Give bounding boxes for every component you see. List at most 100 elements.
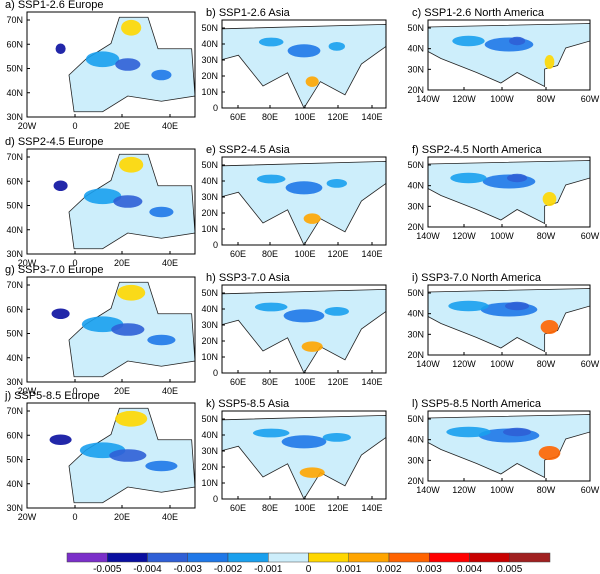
y-tick-label: 20N [201, 71, 218, 81]
panel-title: g) SSP3-7.0 Europe [5, 264, 103, 276]
colorbar-label: 0 [306, 564, 312, 574]
map-panel-asia: k) SSP5-8.5 Asia 50N 40N 30N 20N 10N 0 60E 80E 10… [201, 398, 387, 513]
map-frame [26, 11, 196, 118]
anomaly-region [145, 460, 178, 472]
anomaly-region [538, 446, 561, 460]
panel-title: b) SSP1-2.6 Asia [206, 7, 291, 19]
y-tick-label: 60N [6, 39, 23, 49]
map-panel-na: i) SSP3-7.0 North America 50N 40N 30N 20N140… [407, 272, 599, 369]
colorbar-label: 0.003 [417, 564, 442, 574]
x-tick-label: 140E [361, 112, 382, 122]
panel-title: h) SSP3-7.0 Asia [206, 272, 291, 284]
anomaly-region [121, 19, 142, 36]
x-tick-label: 120W [452, 94, 476, 104]
colorbar-swatch [107, 552, 148, 563]
colorbar-swatch [227, 552, 269, 563]
x-tick-label: 140W [416, 485, 440, 495]
x-tick-label: 100E [294, 503, 315, 513]
y-tick-label: 20N [407, 222, 424, 232]
anomaly-region [111, 323, 145, 336]
y-tick-label: 30N [6, 112, 23, 122]
anomaly-region [508, 36, 526, 46]
anomaly-region [287, 44, 321, 58]
anomaly-region [283, 309, 325, 323]
panel-title: l) SSP5-8.5 North America [412, 398, 542, 410]
colorbar-swatch [348, 552, 390, 563]
y-tick-label: 50N [407, 288, 424, 298]
x-tick-label: 140W [416, 231, 440, 241]
x-tick-label: 20W [18, 121, 37, 131]
x-tick-label: 20E [114, 386, 130, 396]
x-tick-label: 80E [262, 249, 278, 259]
x-tick-label: 60W [581, 485, 600, 495]
y-tick-label: 40N [6, 225, 23, 235]
anomaly-region [53, 180, 68, 191]
colorbar-label: -0.002 [214, 564, 243, 574]
y-tick-label: 40N [407, 44, 424, 54]
anomaly-region [254, 302, 288, 312]
y-tick-label: 20N [407, 85, 424, 95]
y-tick-label: 50N [407, 160, 424, 170]
x-tick-label: 140E [361, 377, 382, 387]
y-tick-label: 20N [201, 462, 218, 472]
panel-title: k) SSP5-8.5 Asia [206, 398, 290, 410]
x-tick-label: 40E [162, 258, 178, 268]
y-tick-label: 40N [201, 176, 218, 186]
x-tick-label: 60E [230, 377, 246, 387]
anomaly-region [540, 320, 559, 334]
y-tick-label: 70N [6, 152, 23, 162]
map-panel-asia: e) SSP2-4.5 Asia 50N 40N 30N 20N 10N 0 60E 80E 10… [201, 144, 387, 259]
anomaly-region [252, 428, 290, 438]
anomaly-region [117, 284, 146, 301]
colorbar-label: -0.005 [93, 564, 122, 574]
y-tick-label: 70N [6, 406, 23, 416]
colorbar-swatch [388, 552, 430, 563]
y-tick-label: 30N [407, 64, 424, 74]
y-tick-label: 10N [201, 87, 218, 97]
colorbar-label: 0.004 [457, 564, 482, 574]
anomaly-region [83, 188, 122, 205]
panel-title: j) SSP5-8.5 Europe [4, 390, 100, 402]
colorbar-label: -0.004 [133, 564, 162, 574]
map-panel-asia: b) SSP1-2.6 Asia 50N 40N 30N 20N 10N 0 60E 80E 10… [201, 7, 387, 122]
anomaly-region [328, 42, 345, 51]
y-tick-label: 0 [213, 494, 218, 504]
panel-title: d) SSP2-4.5 Europe [5, 136, 103, 148]
x-tick-label: 140E [361, 503, 382, 513]
y-tick-label: 70N [6, 280, 23, 290]
anomaly-region [301, 341, 323, 352]
x-tick-label: 120E [327, 249, 348, 259]
y-tick-label: 0 [213, 368, 218, 378]
x-tick-label: 100E [294, 112, 315, 122]
anomaly-region [452, 35, 485, 47]
x-tick-label: 60E [230, 112, 246, 122]
y-tick-label: 40N [6, 88, 23, 98]
x-tick-label: 0 [72, 386, 77, 396]
anomaly-region [109, 449, 147, 462]
anomaly-region [49, 434, 72, 445]
x-tick-label: 60W [581, 359, 600, 369]
anomaly-region [51, 308, 70, 319]
y-tick-label: 20N [201, 336, 218, 346]
x-tick-label: 80W [537, 94, 556, 104]
y-tick-label: 40N [201, 304, 218, 314]
anomaly-region [256, 174, 286, 184]
map-frame [26, 148, 196, 255]
x-tick-label: 60W [581, 231, 600, 241]
anomaly-region [115, 58, 141, 71]
x-tick-label: 120E [327, 377, 348, 387]
map-frame [221, 156, 387, 246]
x-tick-label: 20W [18, 258, 37, 268]
anomaly-region [322, 433, 351, 442]
y-tick-label: 50N [201, 414, 218, 424]
anomaly-region [149, 206, 174, 218]
y-tick-label: 30N [201, 55, 218, 65]
colorbar-label: -0.003 [174, 564, 203, 574]
x-tick-label: 120W [452, 485, 476, 495]
x-tick-label: 60E [230, 503, 246, 513]
anomaly-region [544, 55, 555, 69]
anomaly-region [55, 43, 66, 54]
map-frame [26, 402, 196, 509]
y-tick-label: 40N [201, 430, 218, 440]
